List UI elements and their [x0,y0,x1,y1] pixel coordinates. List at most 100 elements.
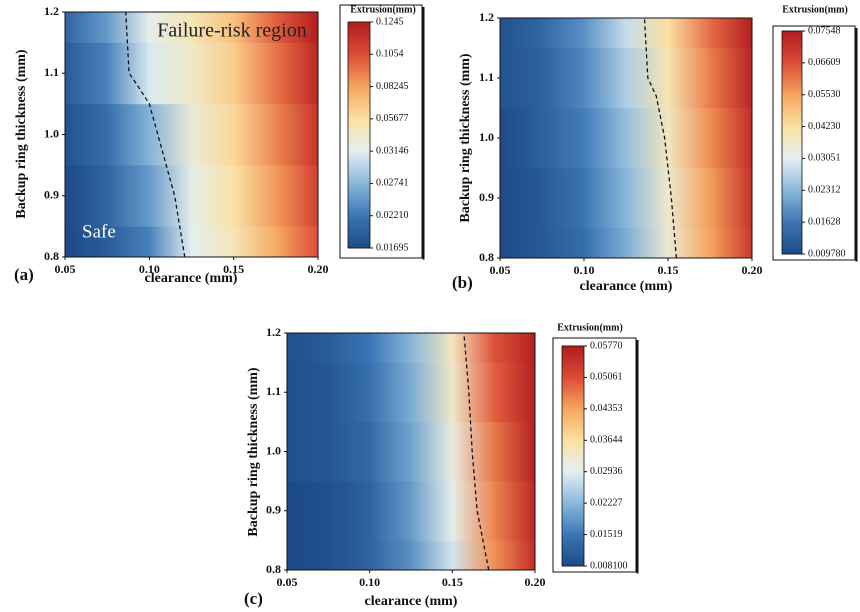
contour-cell [583,107,627,169]
contour-cell [369,362,412,423]
contour-cell [149,42,192,105]
contour-cell [410,333,453,363]
contour-cell [452,480,494,541]
contour-cell [452,333,494,363]
colorbar-tick-label: 0.009780 [808,248,846,259]
contour-cell [275,103,318,166]
contour-cell [452,540,494,570]
x-axis-label: clearance (mm) [365,594,458,609]
contour-cell [65,103,108,166]
contour-cell [233,164,277,227]
contour-cell [583,18,627,49]
colorbar-tick-label: 0.1245 [376,16,404,27]
contour-cell [500,107,543,169]
x-tick-label: 0.15 [658,263,679,277]
contour-cell [149,226,192,257]
colorbar-tick-label: 0.04353 [590,403,623,414]
contour-cell [287,540,329,570]
contour-cell [625,227,669,258]
colorbar-segment [562,345,584,378]
contour-cell [328,421,370,482]
colorbar-segment [348,86,370,120]
colorbar-tick-label: 0.05061 [590,372,623,383]
colorbar-segment [562,439,584,473]
contour-cell [625,107,669,169]
colorbar-tick-label: 0.03146 [376,145,409,156]
contour-cell [328,540,370,570]
colorbar-tick-label: 0.06609 [808,57,841,68]
panel-label: (c) [244,589,263,608]
colorbar-tick-label: 0.008100 [590,560,628,571]
colorbar-tick-label: 0.02227 [590,497,623,508]
contour-cell [106,226,150,257]
contour-cell [275,226,318,257]
colorbar-segment [782,221,802,255]
contour-cell [233,12,277,43]
contour-cell [500,18,543,49]
colorbar-tick-label: 0.08245 [376,81,409,92]
contour-cell [106,164,150,227]
colorbar-tick-label: 0.01628 [808,216,841,227]
contour-cell [328,333,370,363]
y-axis-label: Backup ring thickness (mm) [14,49,29,219]
contour-cell [541,167,585,229]
contour-cell [709,227,752,258]
x-tick-label: 0.10 [359,575,380,589]
colorbar-tick-label: 0.01695 [376,242,409,253]
y-tick-label: 0.8 [44,249,59,263]
y-tick-label: 1.2 [479,10,494,24]
contour-cell [65,164,108,227]
x-axis-label: clearance (mm) [580,279,673,294]
y-tick-label: 1.2 [44,4,59,18]
colorbar-tick-label: 0.07548 [808,25,841,36]
x-tick-label: 0.10 [574,263,595,277]
contour-cell [191,226,234,257]
contour-cell [625,18,669,49]
contour-cell [233,42,277,105]
colorbar-segment [782,158,802,191]
contour-cell [328,480,370,541]
colorbar-segment [782,62,802,96]
y-tick-label: 1.1 [479,70,494,84]
contour-cell [191,12,234,43]
colorbar-tick-label: 0.02312 [808,185,841,196]
colorbar-segment [782,30,802,64]
y-tick-label: 1.1 [266,384,281,398]
contour-cell [452,421,494,482]
contour-cell [500,47,543,109]
panel-label: (a) [14,265,34,284]
contour-cell [369,421,412,482]
colorbar-segment [348,150,370,184]
colorbar-tick-label: 0.05530 [808,89,841,100]
colorbar-frame [347,21,371,249]
colorbar-segment [562,471,584,504]
x-tick-label: 0.05 [277,575,298,589]
y-tick-label: 1.0 [479,130,494,144]
contour-cell [709,18,752,49]
contour-cell [65,12,108,43]
contour-cell [583,167,627,229]
contour-cell [149,103,192,166]
contour-cell [667,47,711,109]
contour-cell [191,164,234,227]
contour-cell [500,167,543,229]
colorbar-frame [561,345,585,567]
colorbar-segment [348,53,370,87]
contour-cell [667,107,711,169]
colorbar-tick-label: 0.1054 [376,49,404,60]
x-tick-label: 0.20 [525,575,546,589]
x-tick-label: 0.05 [55,262,76,276]
contour-cell [149,164,192,227]
contour-cell [709,107,752,169]
colorbar-tick-label: 0.02936 [590,466,623,477]
contour-cell [191,42,234,105]
colorbar-title: Extrusion(mm) [557,322,623,333]
contour-cell [287,421,329,482]
colorbar-segment [348,118,370,152]
contour-cell [410,540,453,570]
contour-cell [65,226,108,257]
colorbar-tick-label: 0.02210 [376,210,409,221]
boundary-line [643,17,678,259]
y-tick-label: 1.0 [266,443,281,457]
contour-cell [369,480,412,541]
